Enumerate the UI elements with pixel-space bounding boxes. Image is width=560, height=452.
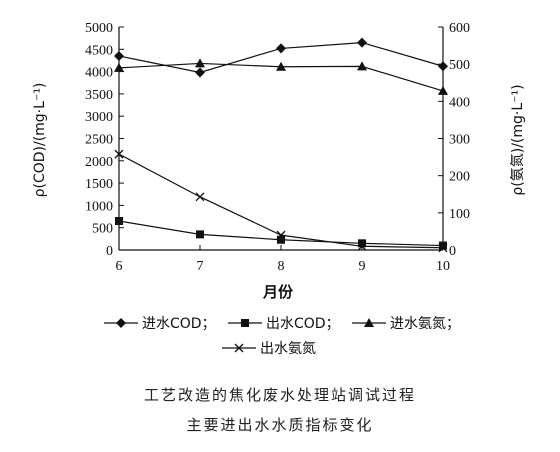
right-y-tick-label: 0 [449,244,456,259]
data-point [439,241,447,250]
right-y-tick-label: 400 [449,95,470,110]
x-axis-title: 月份 [262,283,294,301]
right-y-tick-label: 300 [449,133,470,148]
data-point [196,230,204,239]
x-tick-label: 6 [116,259,123,274]
left-y-tick-label: 500 [92,222,113,237]
left-y-tick-label: 4000 [85,66,113,81]
data-point [438,85,448,95]
legend-marker [116,318,126,328]
right-y-axis-title: ρ(氨氮)/(mg·L⁻¹) [510,84,526,195]
legend-label: 进水COD； [142,316,216,332]
x-tick-label: 8 [278,259,285,274]
data-point [276,230,286,240]
left-y-tick-label: 4500 [85,43,113,58]
data-point [195,67,205,78]
series-influent-ammonia [114,58,448,95]
legend-item: 出水氨氮 [222,341,316,357]
legend-label: 出水COD； [266,316,340,332]
series-line [118,153,444,249]
x-marker-stroke [114,149,124,159]
chart-axes: 0500100015002000250030003500400045005000… [85,21,470,274]
figure-caption-line-2: 主要进出水水质指标变化 [186,416,374,434]
data-point [195,192,205,202]
left-y-tick-label: 5000 [85,21,113,36]
left-y-tick-label: 3500 [85,88,113,103]
legend-item: 进水氨氮； [352,316,460,332]
data-point [276,43,286,54]
x-tick-label: 10 [436,259,450,274]
right-y-tick-label: 100 [449,207,470,222]
legend-marker [241,319,249,327]
data-point [358,239,366,248]
x-marker-stroke [357,241,367,251]
right-y-tick-label: 200 [449,170,470,185]
data-point [114,62,124,72]
legend-label: 出水氨氮 [260,341,316,357]
right-y-tick-label: 600 [449,21,470,36]
legend-marker [234,343,244,353]
series-influent-cod [114,37,448,78]
data-point [357,241,367,251]
left-y-tick-label: 2000 [85,155,113,170]
left-y-tick-label: 0 [106,244,113,259]
figure-caption-line-1: 工艺改造的焦化废水处理站调试过程 [143,386,416,404]
data-point [357,61,367,71]
data-point [357,37,367,48]
data-point [114,149,124,159]
x-marker-stroke [276,230,286,240]
right-y-tick-label: 500 [449,58,470,73]
left-y-tick-label: 2500 [85,133,113,148]
x-marker-stroke [195,192,205,202]
data-point [115,217,123,226]
series-effluent-cod [115,217,447,250]
x-marker-stroke [438,243,448,253]
legend-marker [364,318,374,327]
legend-item: 进水COD； [104,316,216,332]
data-point [195,58,205,68]
left-y-axis-title: ρ(COD)/(mg·L⁻¹) [32,83,48,198]
x-tick-label: 9 [359,259,366,274]
data-point [114,50,124,61]
x-marker-stroke [234,343,244,353]
line-chart: 0500100015002000250030003500400045005000… [32,21,526,357]
left-y-tick-label: 3000 [85,110,113,125]
x-tick-label: 7 [197,259,204,274]
left-y-tick-label: 1500 [85,177,113,192]
data-point [438,61,448,72]
data-point [276,61,286,71]
legend-label: 进水氨氮； [390,316,460,332]
left-y-tick-label: 1000 [85,199,113,214]
data-point [277,235,285,244]
chart-series [114,37,448,253]
chart-legend: 进水COD； 出水COD； 进水氨氮； 出水氨氮 [104,316,460,357]
data-point [438,243,448,253]
legend-item: 出水COD； [228,316,340,332]
series-effluent-ammonia [114,149,448,253]
